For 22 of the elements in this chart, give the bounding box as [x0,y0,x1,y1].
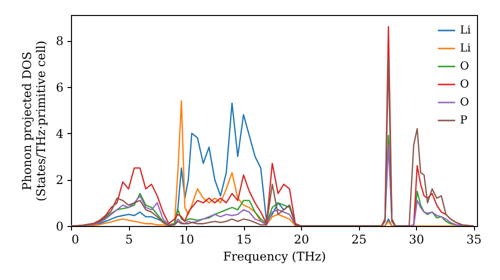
y-axis-title: Phonon projected DOS (States/THz·primitive cell) [20,40,48,202]
y-tick-label: 8 [56,34,64,48]
legend-label: P [460,114,468,126]
x-tick-label: 10 [178,232,194,246]
legend-label: O [460,60,470,72]
y-tick-label: 4 [56,126,64,141]
x-tick-label: 25 [351,232,367,246]
x-tick-label: 15 [236,232,252,246]
x-tick-label: 30 [408,232,424,246]
x-axis-title: Frequency (THz) [223,250,326,264]
legend-label: O [460,78,470,90]
x-tick-label: 5 [125,232,133,246]
legend-label: O [460,96,470,108]
y-tick-label: 2 [56,173,64,188]
y-tick-label: 0 [56,220,64,234]
legend-label: Li [460,24,472,36]
line-series [71,58,474,226]
x-tick-label: 0 [72,232,80,246]
x-tick-label: 35 [466,232,482,246]
legend-label: Li [460,42,472,54]
x-tick-label: 20 [294,232,310,246]
y-tick-label: 6 [56,80,64,94]
